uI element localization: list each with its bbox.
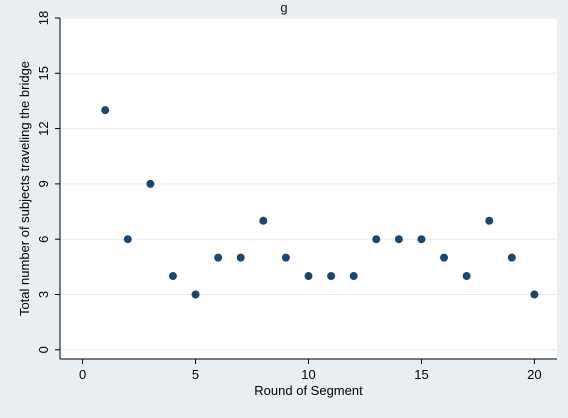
data-point <box>440 253 449 262</box>
data-point <box>123 235 132 244</box>
data-point <box>394 235 403 244</box>
x-tick-label: 10 <box>301 367 315 382</box>
data-point <box>214 253 223 262</box>
x-tick-label: 0 <box>79 367 86 382</box>
y-tick-label: 9 <box>36 180 51 187</box>
x-tick-label: 15 <box>414 367 428 382</box>
data-point <box>327 272 336 281</box>
y-tick-label: 0 <box>36 346 51 353</box>
y-tick-label: 18 <box>36 11 51 25</box>
y-tick-label: 15 <box>36 66 51 80</box>
data-point <box>281 253 290 262</box>
y-tick-label: 6 <box>36 236 51 243</box>
data-point <box>507 253 516 262</box>
data-point <box>462 272 471 281</box>
plot-area <box>60 18 557 359</box>
tick-marks: 0 5 10 15 20 0 3 6 9 12 15 18 <box>36 11 542 382</box>
data-point <box>236 253 245 262</box>
gridlines <box>60 17 557 351</box>
y-axis-title: Total number of subjects traveling the b… <box>17 61 32 316</box>
data-points <box>101 106 539 299</box>
y-tick-label: 12 <box>36 121 51 135</box>
data-point <box>146 179 155 188</box>
data-point <box>530 290 539 299</box>
data-point <box>349 272 358 281</box>
x-axis-title: Round of Segment <box>254 383 363 398</box>
figure-title-fragment: g <box>280 0 288 15</box>
y-tick-label: 3 <box>36 291 51 298</box>
x-tick-label: 20 <box>527 367 541 382</box>
data-point <box>191 290 200 299</box>
data-point <box>417 235 426 244</box>
data-point <box>485 216 494 225</box>
data-point <box>259 216 268 225</box>
data-point <box>372 235 381 244</box>
x-tick-label: 5 <box>192 367 199 382</box>
data-point <box>101 106 110 115</box>
data-point <box>304 272 313 281</box>
data-point <box>168 272 177 281</box>
